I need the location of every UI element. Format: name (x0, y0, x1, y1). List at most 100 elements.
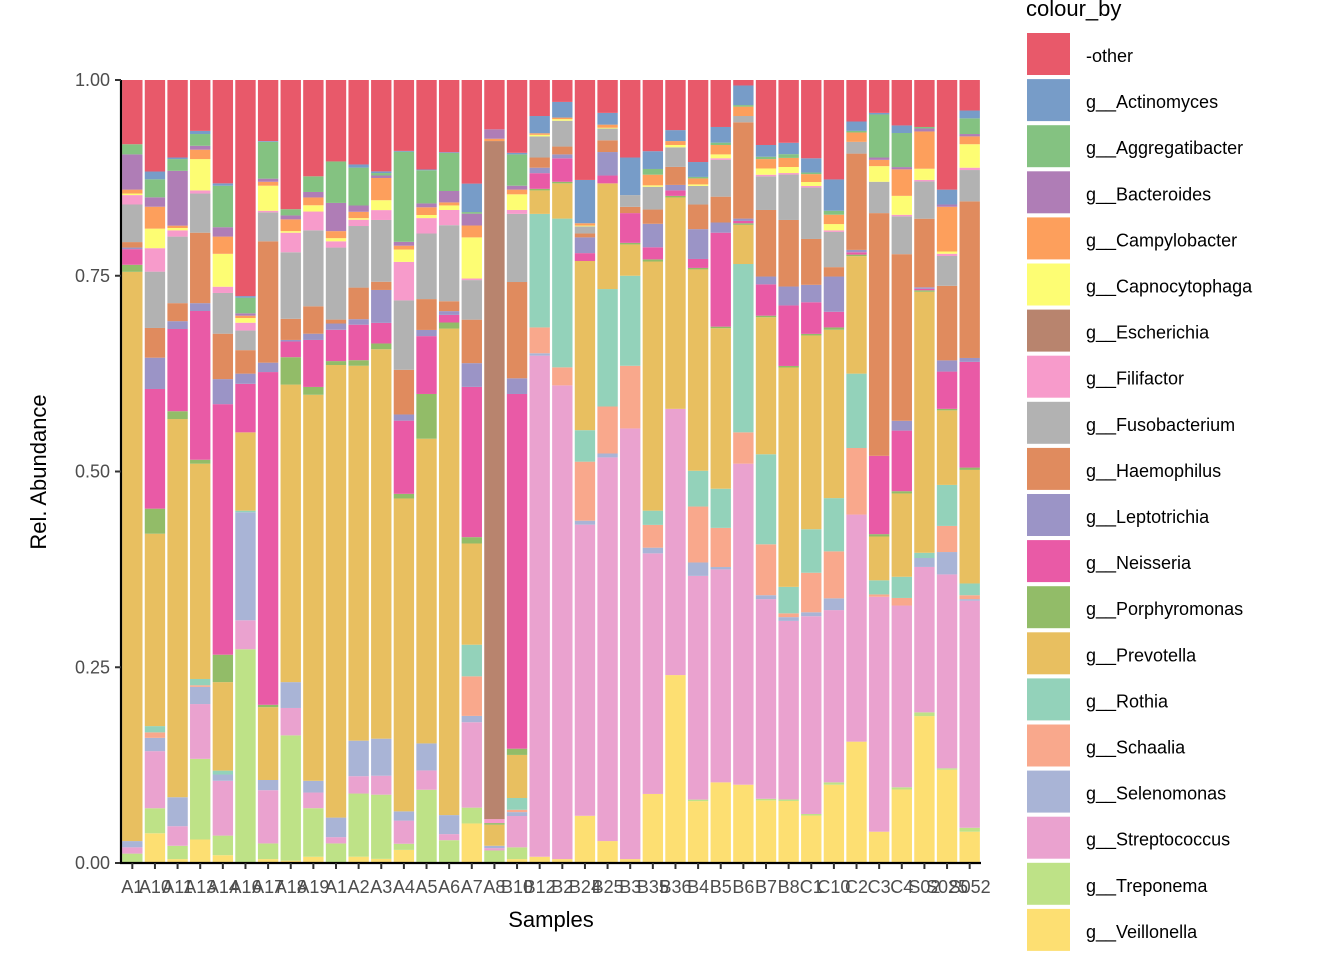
bar-segment-haemophilus (190, 232, 211, 304)
bar-segment-prevotella (778, 367, 799, 587)
bar-segment-neisseria (755, 284, 777, 316)
bar-stack (823, 80, 845, 863)
legend-label: g__Schaalia (1086, 738, 1186, 759)
bar-segment-bacteroides (257, 178, 279, 182)
bar-segment-haemophilus (552, 146, 573, 155)
bar-segment-leptotrichia (914, 287, 935, 289)
legend-swatch (1027, 401, 1070, 444)
legend-label: g__Haemophilus (1086, 461, 1221, 482)
bar-segment-schaalia (778, 613, 799, 618)
x-tick-label: S02 (908, 877, 940, 897)
bar-segment-campylobacter (936, 206, 958, 252)
bar-segment-aggregatibacter (303, 176, 324, 192)
bar-stack (325, 80, 347, 863)
bar-segment-selenomonas (529, 353, 550, 356)
bar-segment-treponema (461, 807, 482, 824)
bar-segment-prevotella (144, 533, 166, 727)
bar-segment-aggregatibacter (438, 152, 460, 191)
bar-segment-haemophilus (438, 301, 460, 312)
bar-segment-haemophilus (868, 213, 890, 456)
bar-segment-veillonella (574, 815, 596, 863)
bar-segment-leptotrichia (529, 167, 550, 174)
bar-segment-leptotrichia (190, 303, 211, 311)
bar-segment-porphyromonas (778, 365, 799, 368)
bar-segment-veillonella (529, 856, 550, 863)
bar-segment-selenomonas (597, 453, 618, 458)
bar-segment-neisseria (212, 404, 234, 655)
bar-segment-schaalia (144, 732, 166, 738)
bar-segment-veillonella (144, 833, 166, 863)
bar-segment-aggregatibacter (416, 170, 437, 204)
bar-segment-campylobacter (144, 206, 166, 229)
bar-segment-prevotella (959, 469, 980, 584)
bar-segment-treponema (936, 768, 958, 770)
bar-segment-selenomonas (122, 841, 143, 848)
bar-segment-porphyromonas (936, 408, 958, 411)
bar-segment-capnocytophaga (801, 182, 822, 186)
bar-segment-prevotella (710, 328, 731, 489)
bar-segment-porphyromonas (868, 534, 890, 537)
bar-segment-haemophilus (325, 319, 347, 324)
bar-segment-fusobacterium (122, 204, 143, 243)
bar-segment-fusobacterium (280, 252, 301, 319)
bar-segment-selenomonas (710, 567, 731, 570)
bar-segment-bacteroides (868, 157, 890, 160)
bar-segment-leptotrichia (348, 319, 369, 325)
legend-item: g__Aggregatibacter (1027, 125, 1243, 168)
bar-segment-prevotella (257, 707, 279, 780)
bar-segment-campylobacter (212, 236, 234, 254)
bar-segment-capnocytophaga (212, 253, 234, 287)
bar-stack (710, 80, 731, 863)
bar-segment-campylobacter (597, 124, 618, 128)
bar-stack (438, 80, 460, 863)
bar-stack (235, 80, 256, 863)
bar-segment-capnocytophaga (778, 167, 799, 174)
x-tick-label: A14 (207, 877, 239, 897)
bar-segment-other (506, 80, 528, 153)
bar-segment-neisseria (642, 247, 664, 260)
bar-segment-other (484, 80, 505, 130)
bar-segment-campylobacter (484, 138, 505, 142)
bar-segment-treponema (393, 843, 415, 850)
bar-segment-campylobacter (461, 225, 482, 238)
bar-segment-treponema (280, 735, 301, 861)
bar-stack (461, 80, 482, 863)
bar-segment-aggregatibacter (371, 173, 392, 176)
legend-label: g__Actinomyces (1086, 92, 1218, 113)
bar-segment-campylobacter (959, 136, 980, 145)
bar-segment-haemophilus (416, 299, 437, 330)
bar-segment-veillonella (552, 859, 573, 863)
bar-segment-leptotrichia (687, 229, 709, 259)
bar-segment-treponema (325, 843, 347, 863)
bar-segment-other (574, 80, 596, 180)
bar-segment-veillonella (212, 855, 234, 863)
bar-segment-other (914, 80, 935, 127)
bar-segment-aggregatibacter (846, 130, 867, 133)
bar-segment-other (823, 80, 845, 180)
bar-segment-actinomyces (733, 85, 754, 106)
bar-segment-porphyromonas (733, 223, 754, 225)
bar-segment-prevotella (529, 190, 550, 214)
bar-segment-prevotella (574, 260, 596, 431)
bar-segment-bacteroides (325, 202, 347, 232)
bar-segment-haemophilus (665, 166, 686, 185)
bar-segment-selenomonas (212, 774, 234, 781)
bar-segment-prevotella (733, 224, 754, 264)
bar-segment-other (868, 80, 890, 113)
bar-segment-leptotrichia (506, 378, 528, 394)
bar-segment-haemophilus (506, 282, 528, 379)
bar-segment-veillonella (868, 831, 890, 863)
bar-segment-neisseria (257, 372, 279, 705)
bar-segment-veillonella (257, 859, 279, 863)
bar-segment-actinomyces (438, 152, 460, 153)
bar-segment-porphyromonas (891, 491, 912, 494)
bar-segment-prevotella (371, 349, 392, 739)
bar-stack (552, 80, 573, 863)
bar-segment-streptococcus (416, 770, 437, 790)
bar-segment-selenomonas (936, 552, 958, 575)
legend-item: g__Escherichia (1027, 309, 1210, 352)
bar-segment-haemophilus (303, 306, 324, 334)
bar-segment-campylobacter (733, 106, 754, 117)
bar-segment-selenomonas (823, 598, 845, 611)
bar-segment-campylobacter (438, 202, 460, 206)
